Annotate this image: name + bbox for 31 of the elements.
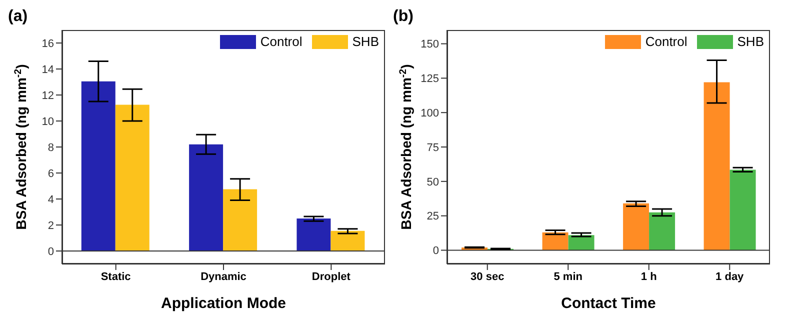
y-tick-label: 100: [420, 107, 439, 120]
y-tick-label: 12: [42, 90, 54, 102]
legend-label: SHB: [737, 34, 764, 49]
x-tick-label: 1 h: [640, 270, 658, 283]
y-tick-label: 150: [420, 38, 439, 51]
x-tick-label: Static: [100, 270, 131, 283]
y-tick-label: 25: [426, 210, 439, 223]
y-tick-label: 8: [48, 142, 54, 154]
legend-label: SHB: [352, 34, 379, 49]
chart-title: (a): [8, 8, 28, 26]
legend-label: Control: [645, 34, 688, 49]
y-tick-label: 50: [426, 176, 439, 188]
y-tick-label: 0: [432, 245, 439, 258]
y-tick-label: 10: [42, 116, 54, 128]
y-tick-label: 0: [48, 246, 54, 258]
y-tick-label: 16: [42, 38, 54, 50]
legend-label: Control: [260, 34, 302, 49]
x-axis-title: Application Mode: [161, 295, 286, 312]
x-tick-label: 5 min: [554, 270, 583, 283]
x-tick-label: Dynamic: [200, 270, 246, 283]
x-axis-title: Contact Time: [561, 295, 656, 312]
y-tick-label: 75: [426, 142, 439, 154]
x-tick-label: 30 sec: [470, 270, 504, 283]
chart-title: (b): [393, 8, 414, 26]
y-tick-label: 125: [420, 73, 439, 86]
y-tick-label: 2: [48, 220, 54, 232]
y-tick-label: 14: [42, 64, 54, 76]
y-tick-label: 4: [48, 194, 54, 206]
y-tick-label: 6: [48, 168, 54, 180]
x-tick-label: Droplet: [312, 270, 351, 283]
x-tick-label: 1 day: [716, 270, 745, 283]
